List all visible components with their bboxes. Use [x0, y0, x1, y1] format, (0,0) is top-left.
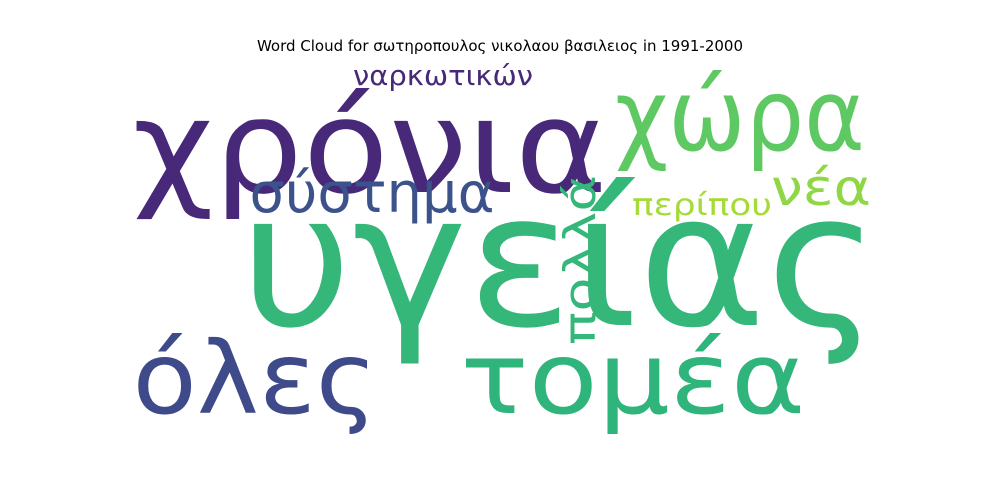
word-nea: νέα: [771, 159, 871, 217]
word-peripou: περίπου: [632, 188, 772, 223]
word-chronia: χρόνια: [133, 71, 608, 223]
word-narkotikon: ναρκωτικών: [353, 59, 533, 92]
chart-title: Word Cloud for σωτηροπουλος νικολαου βασ…: [256, 37, 744, 55]
word-ygeias: υγείας: [240, 153, 880, 369]
word-chora: χώρα: [615, 57, 865, 174]
word-tomea: τομέα: [461, 320, 806, 437]
word-systima: σύστημα: [250, 161, 495, 226]
word-polla: πολλά: [555, 175, 606, 345]
word-oles: όλες: [133, 320, 378, 437]
